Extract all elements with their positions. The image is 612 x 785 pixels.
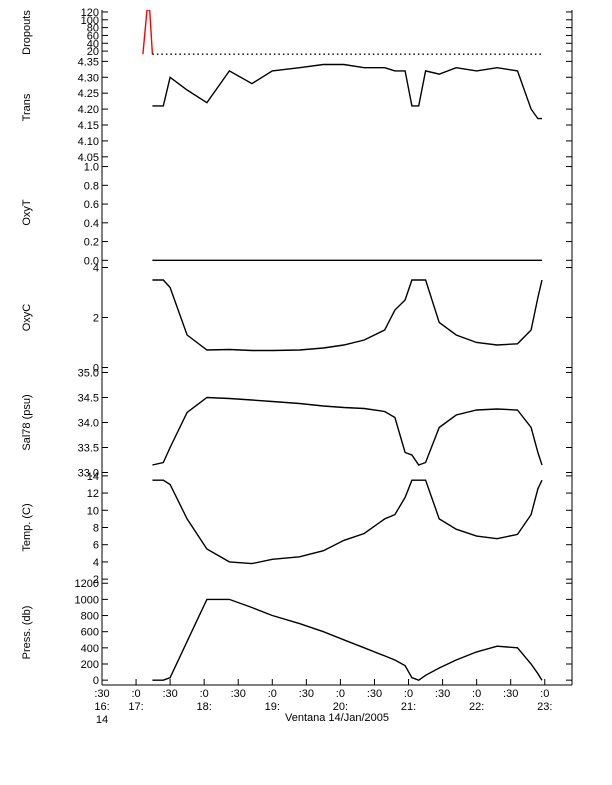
data-line bbox=[142, 10, 154, 55]
y-tick-label: 0.4 bbox=[84, 218, 99, 230]
y-tick-label: 4.05 bbox=[78, 152, 99, 164]
panel: Temp. (C) 2 4 6 8 10 12 14 bbox=[21, 471, 573, 586]
y-tick-label: 200 bbox=[81, 659, 99, 671]
y-tick-label: 12 bbox=[87, 488, 99, 500]
x-hour-label: 23: bbox=[537, 701, 552, 713]
x-tick-label: :30 bbox=[231, 688, 246, 700]
x-tick-label: :0 bbox=[268, 688, 277, 700]
y-tick-label: 0.0 bbox=[84, 255, 99, 267]
x-hour-label: 16: bbox=[94, 701, 109, 713]
y-tick-label: 10 bbox=[87, 505, 99, 517]
y-tick-label: 8 bbox=[93, 523, 99, 535]
x-hour-label: 17: bbox=[128, 701, 143, 713]
x-tick-label: :0 bbox=[472, 688, 481, 700]
x-tick-label: :0 bbox=[540, 688, 549, 700]
y-axis-label: Press. (db) bbox=[21, 606, 33, 660]
y-tick-label: 0.8 bbox=[84, 180, 99, 192]
y-tick-label: 120 bbox=[81, 7, 99, 19]
x-tick-label: :0 bbox=[336, 688, 345, 700]
y-tick-label: 4.15 bbox=[78, 120, 99, 132]
y-tick-label: 4.10 bbox=[78, 136, 99, 148]
x-axis-label: Ventana 14/Jan/2005 bbox=[285, 712, 389, 724]
y-tick-label: 6 bbox=[93, 540, 99, 552]
y-tick-label: 600 bbox=[81, 627, 99, 639]
panel: Press. (db) 0 200 400 600 800 1000 1200 bbox=[21, 578, 573, 687]
y-axis-label: Trans bbox=[21, 93, 33, 121]
y-tick-label: 33.5 bbox=[78, 443, 99, 455]
y-tick-label: 2 bbox=[93, 313, 99, 325]
y-tick-label: 35.0 bbox=[78, 368, 99, 380]
x-hour-label: 22: bbox=[469, 701, 484, 713]
panel: Sal78 (psu) 33.0 33.5 34.0 34.5 35.0 bbox=[21, 368, 573, 480]
x-tick-label: :0 bbox=[200, 688, 209, 700]
y-tick-label: 4.35 bbox=[78, 56, 99, 68]
x-axis: :30 :0 :30 :0 :30 :0 :30 :0 :30 :0 :30 :0 :30 :0 16: 17… bbox=[94, 679, 572, 726]
y-tick-label: 0.6 bbox=[84, 199, 99, 211]
y-tick-label: 33.0 bbox=[78, 468, 99, 480]
data-line bbox=[152, 396, 543, 466]
y-tick-label: 1.0 bbox=[84, 162, 99, 174]
x-tick-label: :30 bbox=[94, 688, 109, 700]
y-axis-label: Sal78 (psu) bbox=[21, 394, 33, 450]
y-axis-label: OxyC bbox=[21, 304, 33, 332]
y-tick-label: 1000 bbox=[75, 594, 99, 606]
data-line bbox=[152, 63, 542, 120]
y-tick-label: 20 bbox=[87, 46, 99, 58]
y-tick-label: 0 bbox=[93, 363, 99, 375]
x-tick-label: :0 bbox=[131, 688, 140, 700]
y-axis-label: Dropouts bbox=[21, 10, 33, 55]
y-tick-label: 80 bbox=[87, 23, 99, 35]
y-tick-label: 4 bbox=[93, 557, 99, 569]
x-tick-label: :30 bbox=[503, 688, 518, 700]
y-tick-label: 4 bbox=[93, 263, 99, 275]
data-line bbox=[152, 479, 543, 565]
y-tick-label: 34.5 bbox=[78, 393, 99, 405]
y-tick-label: 100 bbox=[81, 15, 99, 27]
y-tick-label: 0 bbox=[93, 675, 99, 687]
x-tick-label: :30 bbox=[367, 688, 382, 700]
x-hour-label: 18: bbox=[197, 701, 212, 713]
y-tick-label: 4.20 bbox=[78, 104, 99, 116]
data-line bbox=[152, 598, 543, 681]
y-tick-label: 4.25 bbox=[78, 88, 99, 100]
y-tick-label: 1200 bbox=[75, 578, 99, 590]
panel: OxyT 0.0 0.2 0.4 0.6 0.8 1.0 bbox=[21, 160, 573, 267]
y-axis-label: Temp. (C) bbox=[21, 503, 33, 551]
y-axis-label: OxyT bbox=[21, 199, 33, 226]
x-hour-label: 19: bbox=[265, 701, 280, 713]
x-tick-label: :30 bbox=[162, 688, 177, 700]
y-tick-label: 4.30 bbox=[78, 72, 99, 84]
x-tick-label: :30 bbox=[299, 688, 314, 700]
y-tick-label: 800 bbox=[81, 611, 99, 623]
y-tick-label: 2 bbox=[93, 574, 99, 586]
panel: OxyC 0 2 4 bbox=[21, 263, 573, 375]
y-tick-label: 34.0 bbox=[78, 418, 99, 430]
x-date-label: 14 bbox=[96, 714, 108, 726]
x-tick-label: :0 bbox=[404, 688, 413, 700]
x-hour-label: 21: bbox=[401, 701, 416, 713]
y-tick-label: 40 bbox=[87, 38, 99, 50]
y-tick-label: 14 bbox=[87, 471, 99, 483]
x-tick-label: :30 bbox=[435, 688, 450, 700]
y-tick-label: 60 bbox=[87, 30, 99, 42]
y-tick-label: 400 bbox=[81, 643, 99, 655]
y-tick-label: 0.2 bbox=[84, 237, 99, 249]
panel: Trans 4.10 4.15 4.20 4.25 4.30 4.35 4.05 bbox=[21, 55, 573, 164]
x-hour-label: 20: bbox=[333, 701, 348, 713]
data-line bbox=[152, 279, 543, 352]
